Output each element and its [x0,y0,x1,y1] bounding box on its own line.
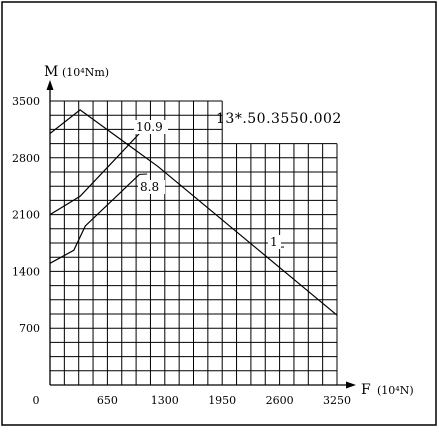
series-label: 1 [270,235,278,249]
y-tick-label: 700 [19,322,40,335]
x-tick-label: 3250 [323,394,351,407]
series-label: 10.9 [136,120,163,134]
x-tick-label: 0 [33,394,40,407]
series-line-10-9 [50,134,139,215]
y-tick-label: 3500 [12,95,40,108]
x-tick-label: 1300 [151,394,179,407]
x-axis-unit: (10⁴N) [377,384,414,397]
y-tick-label: 2100 [12,209,40,222]
x-tick-label: 650 [97,394,118,407]
tick-labels: 0 650 1300 1950 2600 3250 700 1400 2100 2800 3500 [12,95,351,407]
y-axis-symbol: M [44,64,58,80]
series-label: 8.8 [140,180,159,194]
y-tick-label: 1400 [12,265,40,278]
y-axis-arrow [47,80,54,90]
y-axis-unit: (10⁴Nm) [62,66,109,79]
x-tick-label: 1950 [208,394,236,407]
x-tick-label: 2600 [266,394,294,407]
series-line-8-8 [50,174,139,263]
model-code-label: 13*.50.3550.002 [216,111,342,127]
x-axis-arrow [346,382,356,389]
y-tick-label: 2800 [12,152,40,165]
x-axis-symbol: F [361,382,371,398]
grid [50,101,337,385]
